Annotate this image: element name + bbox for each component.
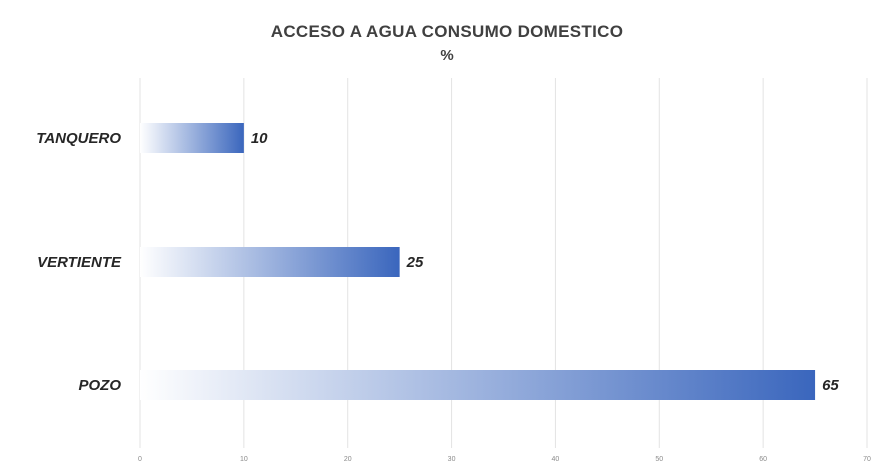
x-tick-label-60: 60 — [759, 456, 767, 463]
category-label-pozo: POZO — [78, 377, 121, 394]
bar-vertiente — [140, 247, 400, 277]
data-label-tanquero: 10 — [251, 130, 268, 147]
bars — [140, 123, 816, 400]
chart-title: ACCESO A AGUA CONSUMO DOMESTICO — [271, 22, 623, 41]
labels: TANQUERO 10 VERTIENTE 25 POZO 65 — [36, 130, 839, 394]
category-label-vertiente: VERTIENTE — [37, 254, 122, 271]
data-label-pozo: 65 — [822, 377, 839, 394]
bar-pozo — [140, 370, 816, 400]
x-tick-label-20: 20 — [344, 456, 352, 463]
x-tick-label-70: 70 — [863, 456, 871, 463]
chart-subtitle: % — [440, 47, 453, 64]
bar-tanquero — [140, 123, 244, 153]
x-tick-label-0: 0 — [138, 456, 142, 463]
data-label-vertiente: 25 — [406, 254, 424, 271]
category-label-tanquero: TANQUERO — [36, 130, 121, 147]
x-tick-label-50: 50 — [655, 456, 663, 463]
x-axis-ticks: 0 10 20 30 40 50 60 70 — [138, 456, 871, 463]
x-tick-label-40: 40 — [552, 456, 560, 463]
x-tick-label-10: 10 — [240, 456, 248, 463]
x-tick-label-30: 30 — [448, 456, 456, 463]
